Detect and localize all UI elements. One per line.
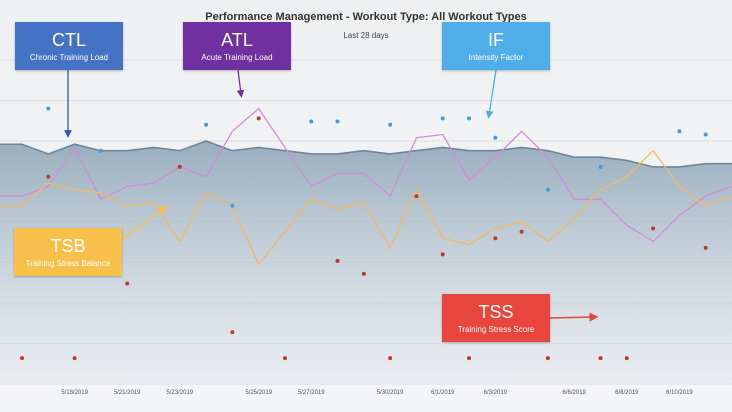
x-tick-label: 5/27/2019 [298, 390, 325, 396]
tss-point [177, 164, 182, 169]
tss-point [230, 330, 235, 335]
tsb-callout: TSB Training Stress Balance [14, 228, 122, 276]
x-tick-label: 6/10/2019 [666, 390, 693, 396]
tss-full-label: Training Stress Score [457, 325, 535, 334]
x-tick-label: 5/21/2019 [114, 390, 141, 396]
x-tick-label: 5/30/2019 [377, 390, 404, 396]
tsb-line [0, 149, 732, 266]
tss-point [335, 258, 340, 263]
atl-arrow [236, 69, 245, 98]
atl-line [0, 107, 732, 243]
x-tick-label: 6/8/2019 [615, 390, 639, 396]
if-arrow [485, 69, 497, 119]
x-tick-label: 5/23/2019 [166, 390, 193, 396]
x-tick-label: 6/3/2019 [484, 390, 508, 396]
if-point [440, 116, 445, 121]
tss-point [361, 271, 366, 276]
if-point [467, 116, 472, 121]
if-point [545, 187, 550, 192]
tss-point [20, 356, 24, 361]
tss-point [519, 229, 524, 234]
if-point [204, 122, 209, 127]
tss-point [388, 356, 393, 361]
ctl-full-label: Chronic Training Load [29, 53, 109, 62]
tss-point [440, 252, 445, 257]
if-point [230, 203, 235, 208]
if-point [388, 122, 393, 127]
tss-point [414, 194, 419, 199]
tss-point [703, 245, 708, 250]
tsb-arrow [121, 205, 168, 241]
ctl-line [0, 140, 732, 168]
if-point [335, 119, 340, 124]
x-tick-label: 5/18/2019 [61, 390, 88, 396]
if-point [493, 135, 498, 140]
tss-arrow [549, 312, 599, 322]
if-point [46, 106, 51, 111]
x-tick-label: 5/25/2019 [245, 390, 272, 396]
ctl-abbr: CTL [51, 30, 86, 50]
if-point [703, 132, 708, 137]
tsb-abbr: TSB [50, 236, 86, 256]
atl-full-label: Acute Training Load [201, 53, 273, 62]
if-point [309, 119, 314, 124]
if-abbr: IF [488, 30, 504, 50]
tss-point [493, 236, 498, 241]
chart-subtitle: Last 28 days [343, 31, 389, 40]
chart-title: Performance Management - Workout Type: A… [205, 11, 527, 23]
tss-point [598, 356, 603, 361]
if-point [98, 148, 103, 153]
atl-callout: ATL Acute Training Load [183, 22, 291, 70]
tss-point [651, 226, 656, 231]
if-point [677, 129, 682, 134]
tss-callout: TSS Training Stress Score [442, 294, 550, 342]
tsb-full-label: Training Stress Balance [25, 259, 111, 268]
tss-point [72, 356, 77, 361]
tss-point [256, 116, 261, 121]
tss-point [46, 174, 51, 179]
tss-point [282, 356, 287, 361]
tss-point [467, 356, 472, 361]
tss-abbr: TSS [478, 302, 514, 322]
ctl-callout: CTL Chronic Training Load [15, 22, 123, 70]
tss-point [545, 356, 550, 361]
tss-point [624, 356, 629, 361]
x-tick-label: 6/1/2019 [431, 390, 455, 396]
callout-arrows [64, 69, 599, 322]
x-tick-label: 6/6/2019 [563, 390, 587, 396]
if-point [598, 164, 603, 169]
if-full-label: Intensity Factor [468, 53, 524, 62]
tss-point [125, 281, 130, 286]
if-callout: IF Intensity Factor [442, 22, 550, 70]
x-axis: 5/18/2019 5/21/2019 5/23/2019 5/25/2019 5/27… [61, 390, 693, 396]
atl-abbr: ATL [221, 30, 253, 50]
